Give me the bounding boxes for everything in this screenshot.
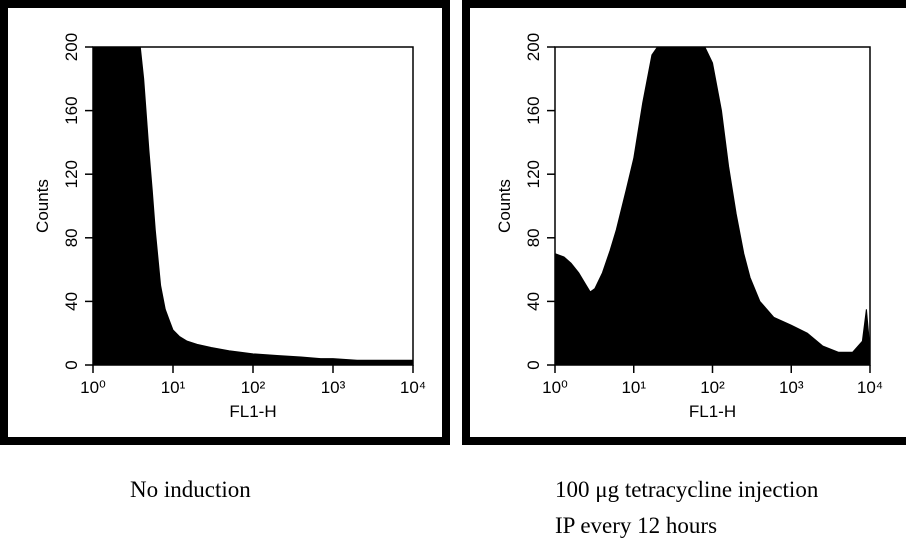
x-tick-label: 10² — [700, 378, 725, 397]
x-axis-label: FL1-H — [689, 402, 736, 421]
y-tick-label: 0 — [524, 360, 543, 369]
y-tick-label: 160 — [524, 96, 543, 124]
x-tick-label: 10⁰ — [542, 378, 568, 397]
y-tick-label: 120 — [62, 160, 81, 188]
x-axis-label: FL1-H — [229, 402, 276, 421]
histogram-area — [555, 47, 870, 365]
y-tick-label: 80 — [524, 228, 543, 247]
y-axis-label: Counts — [495, 179, 514, 233]
y-tick-label: 200 — [62, 33, 81, 61]
y-tick-label: 160 — [62, 96, 81, 124]
histogram-area — [93, 47, 413, 365]
y-tick-label: 40 — [524, 292, 543, 311]
caption: No induction — [130, 477, 251, 502]
x-tick-label: 10⁴ — [400, 378, 426, 397]
y-tick-label: 40 — [62, 292, 81, 311]
caption: IP every 12 hours — [555, 513, 717, 538]
y-tick-label: 80 — [62, 228, 81, 247]
caption: 100 μg tetracycline injection — [555, 477, 819, 502]
x-tick-label: 10⁰ — [80, 378, 106, 397]
panel-frame — [0, 0, 450, 445]
x-tick-label: 10³ — [779, 378, 804, 397]
y-tick-label: 120 — [524, 160, 543, 188]
x-tick-label: 10³ — [321, 378, 346, 397]
x-tick-label: 10¹ — [621, 378, 646, 397]
x-tick-label: 10⁴ — [857, 378, 883, 397]
y-tick-label: 200 — [524, 33, 543, 61]
x-tick-label: 10¹ — [161, 378, 186, 397]
x-tick-label: 10² — [241, 378, 266, 397]
y-axis-label: Counts — [33, 179, 52, 233]
y-tick-label: 0 — [62, 360, 81, 369]
panel-frame — [462, 0, 906, 445]
